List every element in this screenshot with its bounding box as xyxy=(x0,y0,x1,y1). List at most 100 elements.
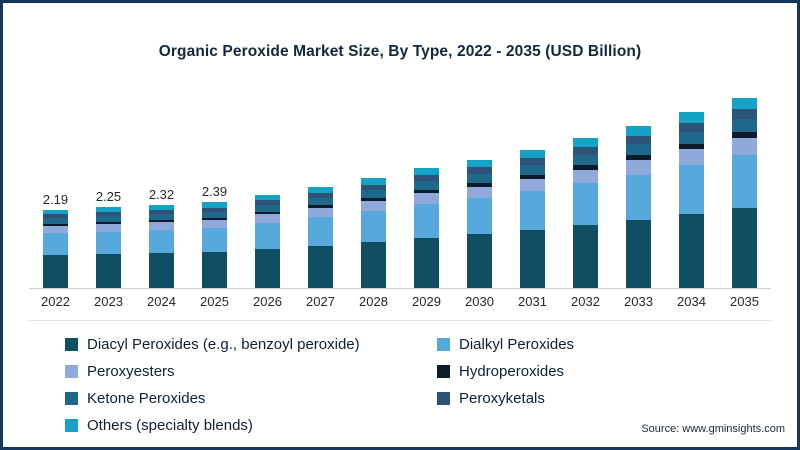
x-axis-label: 2035 xyxy=(730,294,759,309)
bar-segment xyxy=(414,203,439,238)
legend-label: Hydroperoxides xyxy=(459,363,565,380)
x-axis-label: 2022 xyxy=(41,294,70,309)
bar-value-label: 2.32 xyxy=(148,186,175,202)
bar-slot: 2.32 xyxy=(135,81,188,288)
bar-segment xyxy=(573,147,598,155)
bar-segment xyxy=(361,197,386,202)
legend-label: Diacyl Peroxides (e.g., benzoyl peroxide… xyxy=(87,336,360,353)
bar-segment xyxy=(679,131,704,144)
x-axis-labels: 2022 2023 2024 2025 2026 2027 2028 2029 2030 2031… xyxy=(29,294,771,309)
bar-segment xyxy=(43,255,68,288)
bar-segment xyxy=(679,112,704,123)
bar-segment xyxy=(520,165,545,175)
bar-segment xyxy=(467,167,492,174)
legend-label: Peroxyesters xyxy=(87,363,175,380)
x-axis-label: 2026 xyxy=(253,294,282,309)
bar-segment xyxy=(149,253,174,288)
bar-segment xyxy=(361,190,386,198)
bar-segment xyxy=(414,175,439,182)
bar-slot xyxy=(400,81,453,288)
x-axis-label: 2034 xyxy=(677,294,706,309)
legend-swatch xyxy=(437,392,450,405)
bar-segment xyxy=(308,208,333,218)
bar-segment xyxy=(573,154,598,166)
bar-segment xyxy=(732,98,757,110)
legend-swatch xyxy=(65,392,78,405)
bar-segment xyxy=(308,205,333,209)
bar-segment xyxy=(96,231,121,255)
stacked-bar-2024 xyxy=(149,204,174,288)
legend-item: Others (specialty blends) xyxy=(65,416,437,435)
bar-slot: 2.39 xyxy=(188,81,241,288)
bar-segment xyxy=(626,135,651,144)
bar-segment xyxy=(626,143,651,156)
bar-segment xyxy=(520,158,545,166)
bar-segment xyxy=(96,212,121,217)
bar-segment xyxy=(202,228,227,253)
legend-item: Hydroperoxides xyxy=(437,362,574,381)
bar-segment xyxy=(732,118,757,133)
x-axis-label: 2031 xyxy=(518,294,547,309)
bar-segment xyxy=(467,198,492,235)
bar-segment xyxy=(202,252,227,288)
legend-label: Ketone Peroxides xyxy=(87,390,206,407)
bar-segment xyxy=(679,122,704,132)
legend-label: Others (specialty blends) xyxy=(87,417,253,434)
x-axis-label: 2027 xyxy=(306,294,335,309)
bar-segment xyxy=(679,143,704,150)
stacked-bar-2025 xyxy=(202,202,227,288)
bar-segment xyxy=(414,237,439,288)
bar-segment xyxy=(414,167,439,176)
bar-segment xyxy=(732,137,757,156)
chart-title: Organic Peroxide Market Size, By Type, 2… xyxy=(158,43,642,60)
bar-segment xyxy=(43,223,68,226)
bar-segment xyxy=(96,254,121,288)
bar-segment xyxy=(732,155,757,209)
bar-segment xyxy=(467,159,492,168)
stacked-bar-2032 xyxy=(573,138,598,288)
stacked-bar-2027 xyxy=(308,186,333,288)
bar-segment xyxy=(573,183,598,226)
x-axis-label: 2033 xyxy=(624,294,653,309)
bar-segment xyxy=(149,214,174,220)
stacked-bar-2026 xyxy=(255,194,280,288)
bar-segment xyxy=(573,138,598,148)
bar-segment xyxy=(202,207,227,212)
x-axis-label: 2024 xyxy=(147,294,176,309)
bar-slot xyxy=(718,81,771,288)
bar-segment xyxy=(43,209,68,215)
bar-value-label: 2.19 xyxy=(42,191,69,207)
x-axis-label: 2030 xyxy=(465,294,494,309)
bar-slot xyxy=(612,81,665,288)
bar-slot xyxy=(665,81,718,288)
plot-area: 2.19 2.25 2.32 2.39 xyxy=(29,81,771,288)
bar-segment xyxy=(679,165,704,215)
bar-segment xyxy=(308,193,333,199)
bar-segment xyxy=(149,219,174,223)
bar-segment xyxy=(96,207,121,213)
bar-segment xyxy=(96,221,121,225)
bar-segment xyxy=(149,222,174,230)
stacked-bar-2029 xyxy=(414,167,439,288)
bar-slot xyxy=(241,81,294,288)
bar-segment xyxy=(520,174,545,180)
bar-segment xyxy=(732,132,757,138)
bar-segment xyxy=(96,216,121,222)
stacked-bar-2030 xyxy=(467,159,492,288)
legend-swatch xyxy=(65,365,78,378)
legend-item: Dialkyl Peroxides xyxy=(437,335,574,354)
bar-segment xyxy=(43,214,68,219)
x-axis-label: 2029 xyxy=(412,294,441,309)
stacked-bar-2022 xyxy=(43,209,68,288)
x-axis-line xyxy=(29,288,771,289)
bar-segment xyxy=(255,200,280,206)
bar-segment xyxy=(414,189,439,194)
bar-segment xyxy=(361,241,386,288)
bar-segment xyxy=(202,202,227,208)
bar-segment xyxy=(255,248,280,288)
bar-segment xyxy=(679,214,704,288)
separator-line xyxy=(29,320,771,321)
bar-slot: 2.19 xyxy=(29,81,82,288)
